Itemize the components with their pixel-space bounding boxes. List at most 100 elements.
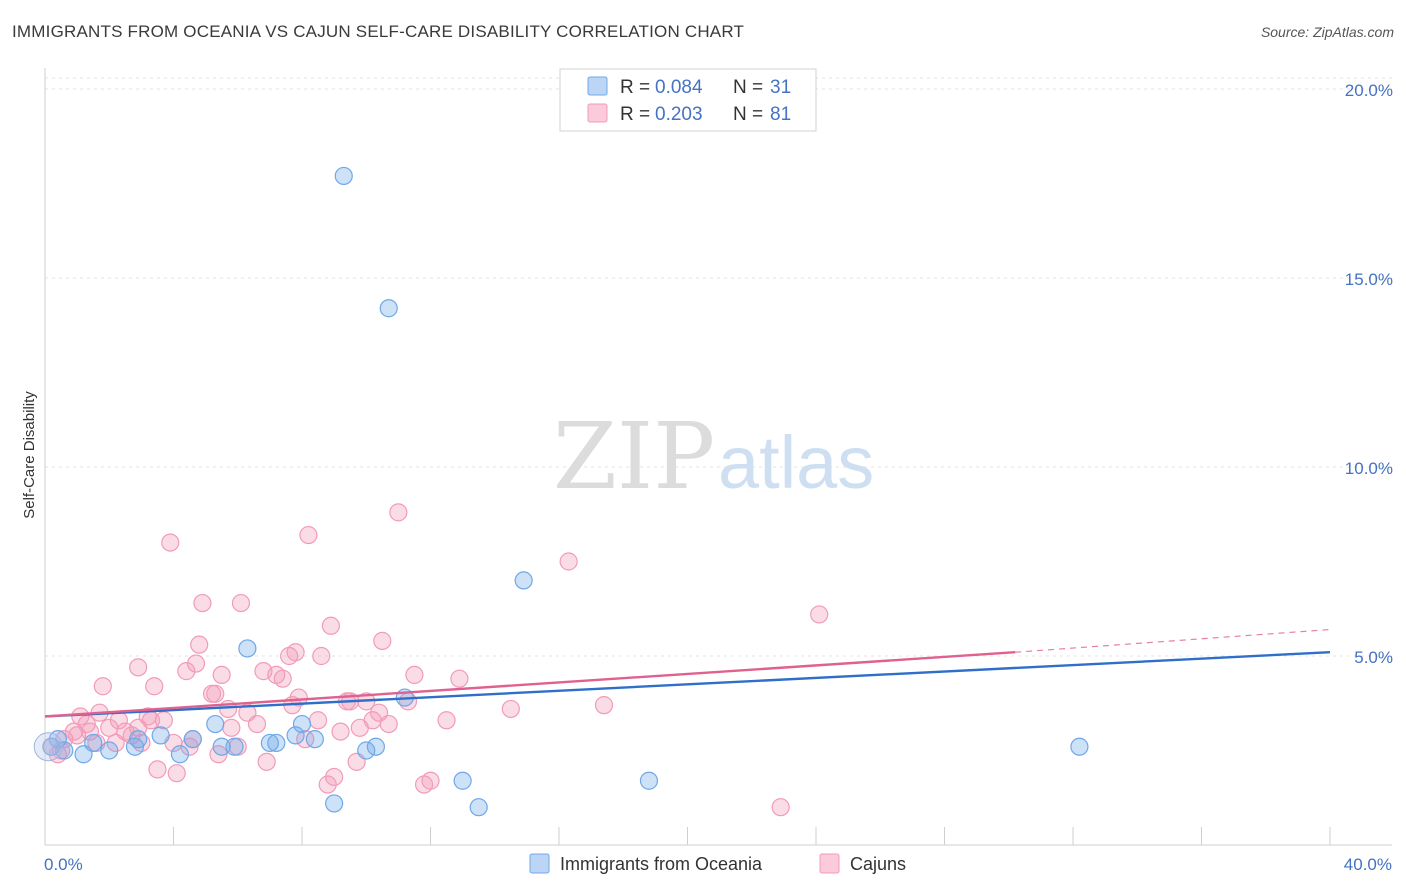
point-oceania-28 bbox=[1070, 737, 1089, 756]
chart-title: IMMIGRANTS FROM OCEANIA VS CAJUN SELF-CA… bbox=[12, 22, 745, 41]
trend-line-oceania bbox=[44, 651, 1331, 718]
y-axis-label: Self-Care Disability bbox=[21, 391, 38, 519]
point-cajuns-4 bbox=[71, 707, 90, 726]
point-oceania-25 bbox=[469, 798, 488, 817]
point-cajuns-48 bbox=[318, 775, 337, 794]
point-cajuns-71 bbox=[771, 798, 790, 817]
y-tick-label-0: 5.0% bbox=[1354, 648, 1393, 667]
point-oceania-19 bbox=[325, 794, 344, 813]
point-cajuns-68 bbox=[559, 552, 578, 571]
y-tick-labels: 5.0% 10.0% 15.0% 20.0% bbox=[1345, 81, 1393, 667]
point-oceania-8 bbox=[183, 730, 202, 749]
point-oceania-6 bbox=[151, 726, 170, 745]
legend-swatch-cajuns bbox=[587, 103, 608, 123]
point-cajuns-35 bbox=[231, 593, 251, 613]
point-cajuns-75 bbox=[100, 718, 119, 737]
y-tick-label-1: 10.0% bbox=[1345, 459, 1393, 478]
legend-swatch-oceania bbox=[587, 76, 608, 96]
point-cajuns-29 bbox=[206, 684, 225, 703]
grid-lines bbox=[45, 77, 1392, 657]
legend-r-value-0: 0.084 bbox=[655, 77, 703, 98]
point-cajuns-70 bbox=[810, 605, 829, 624]
point-cajuns-67 bbox=[501, 699, 520, 719]
point-cajuns-26 bbox=[190, 635, 209, 654]
point-cajuns-47 bbox=[312, 646, 331, 666]
series-legend: Immigrants from Oceania Cajuns bbox=[529, 853, 906, 874]
x-tick-label-0: 0.0% bbox=[44, 855, 83, 874]
point-cajuns-25 bbox=[186, 654, 206, 673]
point-cajuns-23 bbox=[177, 662, 196, 681]
point-oceania-14 bbox=[267, 733, 286, 753]
point-cajuns-14 bbox=[129, 658, 148, 677]
legend-n-value-0: 31 bbox=[770, 77, 791, 98]
series-swatch-cajuns bbox=[819, 853, 840, 874]
point-oceania-13 bbox=[260, 733, 279, 753]
series-swatch-oceania bbox=[529, 853, 550, 874]
point-cajuns-66 bbox=[450, 669, 469, 688]
point-cajuns-17 bbox=[145, 677, 164, 696]
trend-lines bbox=[44, 628, 1331, 718]
point-cajuns-58 bbox=[373, 631, 392, 650]
x-tick-labels: 0.0% 40.0% bbox=[44, 855, 1392, 874]
point-oceania-21 bbox=[366, 737, 385, 756]
point-oceania-7 bbox=[170, 745, 190, 764]
chart-source: Source: ZipAtlas.com bbox=[1260, 24, 1394, 40]
point-cajuns-50 bbox=[325, 767, 344, 787]
point-cajuns-78 bbox=[247, 714, 267, 734]
point-oceania-18 bbox=[334, 166, 353, 186]
point-cajuns-49 bbox=[321, 616, 341, 635]
legend-r-value-1: 0.203 bbox=[655, 104, 703, 125]
point-cajuns-62 bbox=[405, 665, 424, 685]
legend-n-value-1: 81 bbox=[770, 104, 791, 125]
legend-n-label-1: N = bbox=[733, 104, 763, 125]
x-tick-label-1: 40.0% bbox=[1344, 855, 1392, 874]
point-oceania-15 bbox=[286, 726, 305, 745]
point-cajuns-46 bbox=[299, 525, 318, 545]
point-oceania-10 bbox=[212, 737, 231, 756]
series-label-cajuns: Cajuns bbox=[850, 854, 906, 874]
point-cajuns-74 bbox=[80, 722, 100, 741]
point-oceania-9 bbox=[206, 714, 225, 734]
y-tick-label-2: 15.0% bbox=[1345, 270, 1393, 289]
point-cajuns-79 bbox=[308, 711, 328, 730]
point-cajuns-65 bbox=[437, 711, 456, 730]
point-oceania-27 bbox=[639, 771, 659, 790]
trend-line-dashed-cajuns bbox=[1015, 628, 1331, 653]
point-oceania-29 bbox=[74, 745, 93, 764]
point-cajuns-69 bbox=[594, 696, 614, 715]
point-oceania-11 bbox=[225, 737, 244, 756]
y-tick-label-3: 20.0% bbox=[1345, 81, 1393, 100]
point-oceania-26 bbox=[514, 571, 533, 590]
point-oceania-16 bbox=[292, 714, 312, 734]
point-cajuns-22 bbox=[167, 764, 186, 783]
point-oceania-24 bbox=[453, 771, 472, 790]
point-cajuns-64 bbox=[421, 771, 440, 790]
point-cajuns-44 bbox=[289, 688, 308, 707]
point-cluster-origin bbox=[33, 732, 63, 762]
trend-line-cajuns bbox=[44, 651, 1016, 718]
point-cajuns-80 bbox=[370, 703, 389, 722]
point-cajuns-20 bbox=[161, 533, 180, 552]
point-cajuns-18 bbox=[148, 760, 167, 779]
point-cajuns-31 bbox=[212, 665, 231, 685]
point-oceania-22 bbox=[379, 299, 398, 318]
watermark: ZIP atlas bbox=[553, 403, 874, 510]
point-oceania-12 bbox=[238, 639, 257, 658]
point-cajuns-8 bbox=[93, 677, 112, 696]
series-label-oceania: Immigrants from Oceania bbox=[560, 854, 763, 874]
point-cajuns-40 bbox=[273, 669, 292, 688]
point-cajuns-38 bbox=[257, 752, 276, 771]
point-cajuns-19 bbox=[154, 711, 173, 730]
point-cajuns-27 bbox=[193, 593, 212, 613]
point-cajuns-60 bbox=[389, 503, 408, 522]
point-cajuns-33 bbox=[222, 718, 241, 737]
watermark-zip: ZIP bbox=[553, 403, 715, 510]
legend-n-label-0: N = bbox=[733, 77, 763, 98]
point-cajuns-51 bbox=[331, 722, 350, 741]
point-oceania-5 bbox=[125, 737, 145, 756]
data-points bbox=[33, 166, 1089, 817]
legend-r-label-1: R = bbox=[620, 104, 650, 125]
legend: R = 0.084 N = 31 R = 0.203 N = 81 bbox=[559, 68, 817, 132]
point-cajuns-43 bbox=[286, 643, 305, 662]
